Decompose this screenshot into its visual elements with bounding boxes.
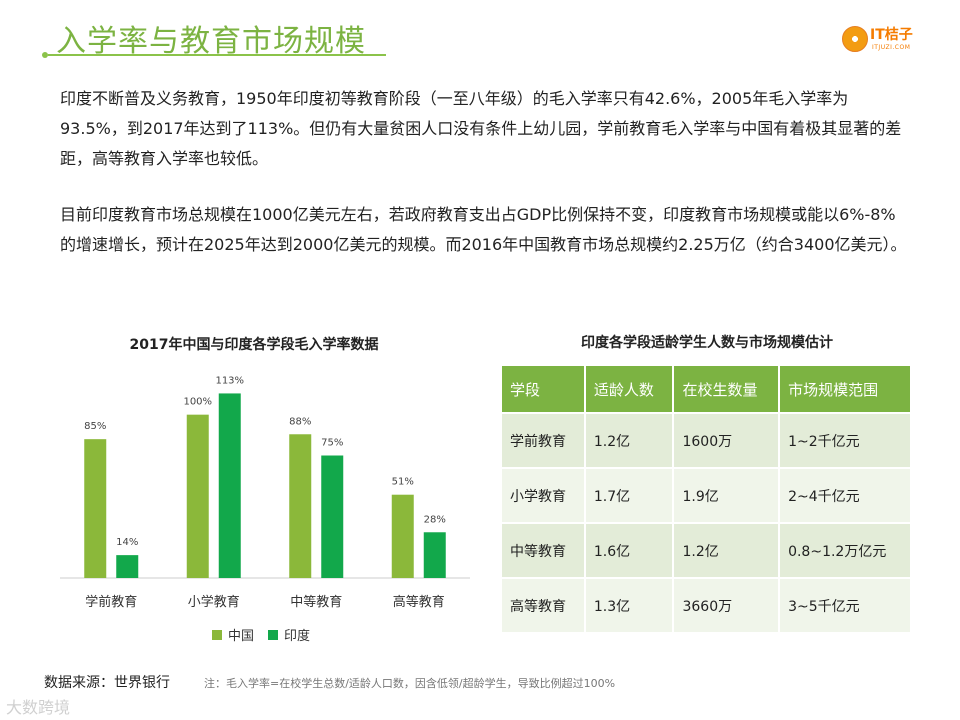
header-cell: 市场规模范围	[779, 366, 910, 413]
title-underline	[42, 52, 386, 58]
logo-text: IT桔子	[870, 27, 913, 43]
table-row: 小学教育 1.7亿 1.9亿 2~4千亿元	[502, 467, 910, 523]
header-cell: 适龄人数	[584, 366, 675, 413]
table-cell: 1600万	[673, 412, 781, 468]
legend-label: 印度	[284, 628, 310, 644]
category-label: 中等教育	[290, 594, 342, 610]
footnote: 注：毛入学率=在校学生总数/适龄人口数，因含低领/超龄学生，导致比例超过100%	[204, 677, 616, 690]
logo-subtext: ITJUZI.COM	[872, 44, 911, 51]
page-title: 入学率与教育市场规模	[56, 24, 366, 59]
bar-印度-中等教育	[321, 455, 344, 578]
bar-中国-高等教育	[391, 494, 414, 578]
category-label: 学前教育	[85, 594, 137, 610]
table-row: 中等教育 1.6亿 1.2亿 0.8~1.2万亿元	[502, 522, 910, 578]
market-size-table: 学段 适龄人数 在校生数量 市场规模范围 学前教育 1.2亿 1600万 1~2…	[502, 366, 910, 632]
bar-印度-小学教育	[218, 393, 241, 578]
table-cell: 1.2亿	[584, 412, 675, 468]
data-label: 113%	[215, 375, 244, 386]
table-cell: 学前教育	[502, 412, 586, 468]
table-title: 印度各学段适龄学生人数与市场规模估计	[581, 335, 833, 351]
watermark: 大数跨境	[6, 698, 71, 717]
data-label: 14%	[116, 537, 138, 548]
table-cell: 1.6亿	[584, 522, 675, 578]
table-cell: 中等教育	[502, 522, 586, 578]
data-label: 100%	[183, 397, 212, 408]
table-cell: 3660万	[673, 577, 781, 632]
data-source: 数据来源：世界银行	[44, 675, 170, 691]
data-label: 51%	[392, 477, 414, 488]
intro-paragraph-2: 目前印度教育市场总规模在1000亿美元左右，若政府教育支出占GDP比例保持不变，…	[60, 205, 907, 254]
category-label: 高等教育	[393, 594, 445, 610]
category-label: 小学教育	[188, 594, 240, 610]
bar-中国-中等教育	[289, 434, 312, 578]
table-cell: 1.7亿	[584, 467, 675, 523]
data-label: 88%	[289, 416, 311, 427]
bar-印度-高等教育	[423, 532, 446, 578]
table-header-row: 学段 适龄人数 在校生数量 市场规模范围	[502, 366, 910, 413]
bar-中国-小学教育	[186, 414, 209, 578]
header-cell: 在校生数量	[673, 366, 781, 413]
table-row: 高等教育 1.3亿 3660万 3~5千亿元	[502, 577, 910, 632]
table-cell: 2~4千亿元	[779, 467, 910, 523]
data-label: 85%	[84, 421, 106, 432]
bar-印度-学前教育	[116, 555, 139, 578]
table-cell: 1.2亿	[673, 522, 781, 578]
orange-slice-icon	[842, 26, 868, 52]
table-cell: 1.3亿	[584, 577, 675, 632]
brand-logo: IT桔子 ITJUZI.COM	[842, 20, 922, 60]
data-label: 28%	[424, 514, 446, 525]
legend-label: 中国	[228, 629, 254, 644]
table-cell: 1~2千亿元	[779, 412, 910, 468]
enrollment-bar-chart: 85% 14% 学前教育 100%113% 小学教育 88% 75% 中等教育 51% 28% 高等…	[60, 375, 470, 644]
table-cell: 小学教育	[502, 467, 586, 523]
bar-中国-学前教育	[84, 439, 107, 578]
table-cell: 1.9亿	[673, 467, 781, 523]
chart-title: 2017年中国与印度各学段毛入学率数据	[129, 337, 379, 353]
table-cell: 3~5千亿元	[779, 577, 910, 632]
table-cell: 高等教育	[502, 577, 586, 632]
legend-swatch	[212, 630, 222, 640]
legend-swatch	[268, 630, 278, 640]
header-cell: 学段	[502, 366, 586, 413]
intro-paragraph-1: 印度不断普及义务教育，1950年印度初等教育阶段（一至八年级）的毛入学率只有42…	[60, 89, 902, 168]
table-row: 学前教育 1.2亿 1600万 1~2千亿元	[502, 412, 910, 468]
table-cell: 0.8~1.2万亿元	[779, 522, 910, 578]
data-label: 75%	[321, 438, 343, 449]
